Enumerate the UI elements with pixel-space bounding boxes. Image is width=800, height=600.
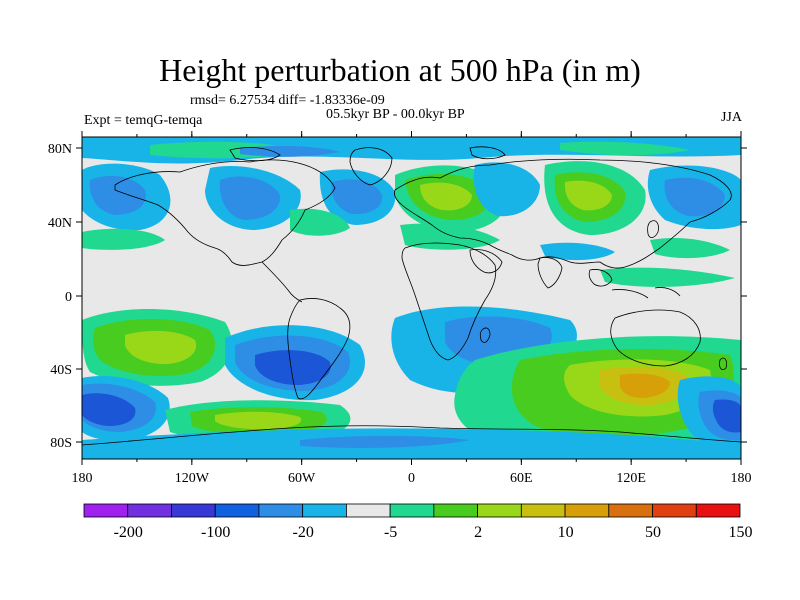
- lat-label: 80N: [48, 142, 72, 157]
- colorbar-label: -100: [201, 524, 230, 541]
- colorbar-swatch: [258, 503, 304, 518]
- colorbar-swatch: [608, 503, 653, 518]
- colorbar-swatch: [564, 503, 610, 518]
- lat-label: 80S: [50, 436, 72, 451]
- colorbar-label: -200: [114, 524, 143, 541]
- colorbar-swatch: [302, 503, 347, 518]
- lon-label: 0: [408, 471, 415, 486]
- height-contours: [82, 137, 741, 459]
- colorbar-swatch: [389, 503, 435, 518]
- colorbar-swatch: [83, 503, 129, 518]
- colorbar-label: 2: [474, 524, 482, 541]
- colorbar-swatch: [127, 503, 172, 518]
- lon-label: 180: [731, 471, 752, 486]
- map-axes: 80N 40N 0 40S 80S 180 120W 60W 0 60E 120E 180: [48, 131, 752, 486]
- colorbar-swatch: [520, 503, 566, 518]
- colorbar-label: 10: [558, 524, 574, 541]
- colorbar-swatch: [433, 503, 479, 518]
- lat-label: 40S: [50, 363, 72, 378]
- experiment-label: Expt = temqG-temqa: [84, 113, 203, 128]
- colorbar-label: -5: [384, 524, 397, 541]
- lat-label: 0: [65, 290, 72, 305]
- colorbar-swatch: [652, 503, 697, 518]
- colorbar-swatch: [695, 503, 741, 518]
- colorbar-swatch: [214, 503, 260, 518]
- lon-label: 60E: [510, 471, 533, 486]
- lon-label: 60W: [288, 471, 316, 486]
- colorbar-swatch: [345, 503, 391, 518]
- coastlines: [82, 146, 741, 446]
- colorbar: -200 -100 -20 -5 2 10 50 150: [83, 503, 753, 541]
- plot-title: Height perturbation at 500 hPa (in m): [159, 52, 641, 88]
- colorbar-label: 150: [729, 524, 753, 541]
- lat-label: 40N: [48, 216, 72, 231]
- lon-label: 120W: [175, 471, 210, 486]
- colorbar-label: -20: [293, 524, 314, 541]
- lon-label: 120E: [616, 471, 646, 486]
- stats-text: rmsd= 6.27534 diff= -1.83336e-09: [190, 93, 385, 108]
- colorbar-label: 50: [645, 524, 661, 541]
- colorbar-swatch: [171, 503, 216, 518]
- colorbar-swatch: [477, 503, 522, 518]
- lon-label: 180: [72, 471, 93, 486]
- season-label: JJA: [720, 110, 742, 125]
- period-text: 05.5kyr BP - 00.0kyr BP: [326, 107, 465, 122]
